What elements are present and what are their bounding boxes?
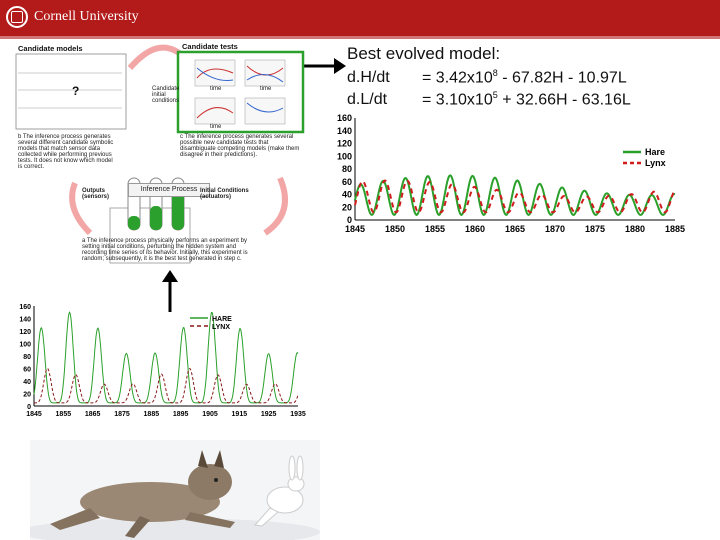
- x-tick-label: 1875: [585, 224, 605, 234]
- y-tick-label: 120: [19, 329, 31, 336]
- time-axis-label-3: time: [210, 124, 222, 130]
- x-tick-label: 1865: [505, 224, 525, 234]
- x-tick-label: 1865: [85, 411, 101, 418]
- x-tick-label: 1845: [345, 224, 365, 234]
- x-tick-label: 1905: [202, 411, 218, 418]
- y-tick-label: 20: [342, 202, 352, 212]
- x-tick-label: 1870: [545, 224, 565, 234]
- y-tick-label: 140: [19, 317, 31, 324]
- legend-label-hare: Hare: [645, 147, 665, 157]
- series-line-lynx: [34, 367, 299, 404]
- x-tick-label: 1875: [114, 411, 130, 418]
- y-tick-label: 140: [337, 126, 352, 136]
- x-tick-label: 1885: [144, 411, 160, 418]
- x-tick-label: 1850: [385, 224, 405, 234]
- brand-name: Cornell University: [34, 9, 139, 24]
- header-divider: [0, 36, 720, 39]
- unknown-model-question: ?: [72, 84, 80, 98]
- inference-process-button[interactable]: Inference Process: [128, 183, 210, 197]
- y-tick-label: 80: [23, 354, 31, 361]
- x-tick-label: 1855: [425, 224, 445, 234]
- y-tick-label: 100: [19, 342, 31, 349]
- y-tick-label: 40: [23, 379, 31, 386]
- legend-label-lynx: LYNX: [212, 324, 230, 331]
- legend-label-hare: HARE: [212, 316, 232, 323]
- y-tick-label: 80: [342, 164, 352, 174]
- x-tick-label: 1885: [665, 224, 685, 234]
- header-bar: Cornell University: [0, 0, 720, 36]
- y-tick-label: 60: [23, 367, 31, 374]
- lynx-hare-photo: [30, 440, 320, 540]
- y-tick-label: 20: [23, 392, 31, 399]
- outputs-label: Outputs (sensors): [82, 188, 110, 200]
- x-tick-label: 1925: [261, 411, 277, 418]
- arrow-right-icon: [302, 58, 346, 74]
- inference-diagram: Candidate models Candidate tests ? Candi…: [10, 38, 310, 300]
- step-b-text: b The inference process generates severa…: [18, 134, 114, 170]
- time-axis-label-2: time: [260, 86, 272, 92]
- cornell-seal-icon: [6, 6, 28, 28]
- candidate-initial-label: Candidate initial conditions: [152, 86, 180, 104]
- x-tick-label: 1855: [56, 411, 72, 418]
- series-line-lynx: [354, 179, 676, 214]
- y-tick-label: 0: [27, 404, 31, 411]
- y-tick-label: 60: [342, 177, 352, 187]
- candidate-models-label: Candidate models: [18, 44, 83, 53]
- series-line-hare: [33, 311, 299, 404]
- x-tick-label: 1915: [232, 411, 248, 418]
- equation-lynx-rhs: = 3.10x10: [422, 91, 493, 109]
- candidate-tests-label: Candidate tests: [182, 42, 238, 51]
- equation-lynx-exponent: 5: [492, 90, 498, 100]
- equation-hare: d.H/dt = 3.42x108 - 67.82H - 10.97L: [347, 68, 627, 87]
- y-tick-label: 120: [337, 139, 352, 149]
- equation-hare-tail: - 67.82H - 10.97L: [497, 69, 627, 87]
- x-tick-label: 1895: [173, 411, 189, 418]
- equation-lynx: d.L/dt = 3.10x105 + 32.66H - 63.16L: [347, 90, 631, 109]
- model-title: Best evolved model:: [347, 44, 501, 63]
- legend-label-lynx: Lynx: [645, 158, 666, 168]
- y-tick-label: 0: [347, 215, 352, 225]
- initial-conditions-label: Initial Conditions (actuators): [200, 188, 249, 200]
- cornell-logo[interactable]: Cornell University: [6, 6, 139, 28]
- x-tick-label: 1860: [465, 224, 485, 234]
- y-tick-label: 40: [342, 190, 352, 200]
- arrow-up-icon: [162, 270, 178, 312]
- x-tick-label: 1935: [290, 411, 306, 418]
- equation-hare-exponent: 8: [492, 68, 498, 78]
- x-tick-label: 1880: [625, 224, 645, 234]
- equation-lynx-lhs: d.L/dt: [347, 91, 388, 109]
- y-tick-label: 100: [337, 151, 352, 161]
- step-c-text: c The inference process generates severa…: [180, 134, 300, 158]
- step-a-text: a The inference process physically perfo…: [82, 238, 248, 262]
- y-tick-label: 160: [337, 113, 352, 123]
- y-tick-label: 160: [19, 304, 31, 311]
- equation-hare-rhs: = 3.42x10: [422, 69, 493, 87]
- time-axis-label-1: time: [210, 86, 222, 92]
- x-tick-label: 1845: [26, 411, 42, 418]
- equation-hare-lhs: d.H/dt: [347, 69, 390, 87]
- equation-lynx-tail: + 32.66H - 63.16L: [497, 91, 631, 109]
